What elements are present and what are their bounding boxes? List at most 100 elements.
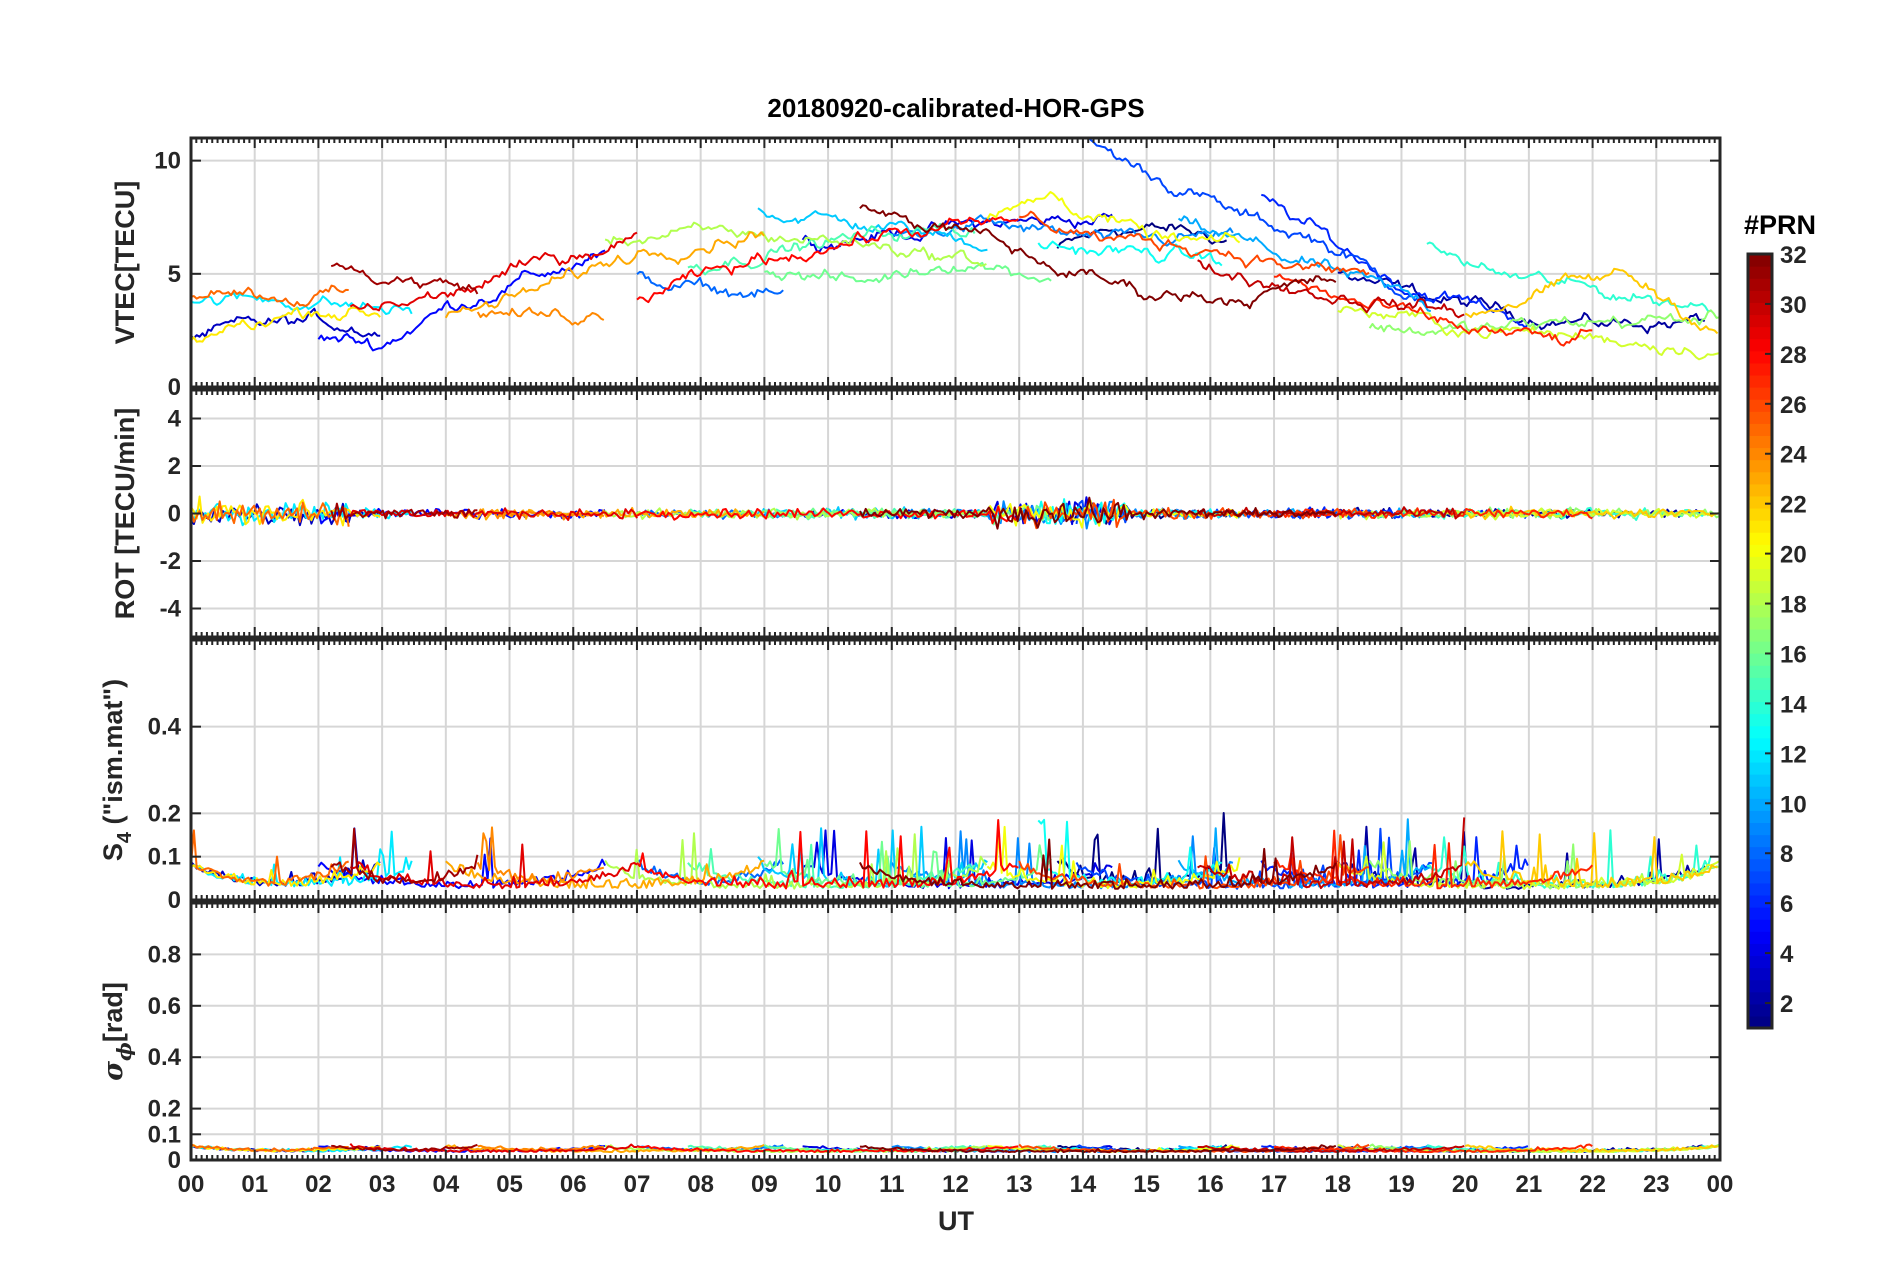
colorbar-segment	[1748, 556, 1772, 570]
series-line-prn-27	[1273, 273, 1593, 347]
panel-rot: -4 -2 0 2 4 ROT [TECU/min]	[110, 388, 1722, 639]
series-line-prn-21	[191, 306, 381, 343]
colorbar-segment	[1748, 266, 1772, 279]
colorbar-segment	[1748, 326, 1772, 340]
colorbar-segment	[1748, 967, 1772, 981]
colorbar-segment	[1748, 955, 1772, 969]
x-tick-label: 04	[432, 1171, 459, 1198]
colorbar-tick-label: 6	[1780, 891, 1793, 918]
x-tick-label: 07	[624, 1171, 651, 1198]
colorbar-segment	[1748, 943, 1772, 957]
series-line-prn-22	[1464, 267, 1719, 335]
series-line-prn-23	[444, 231, 765, 319]
colorbar-segment	[1748, 882, 1772, 896]
colorbar-segment	[1748, 822, 1772, 836]
series-line-prn-16	[764, 261, 1052, 284]
series-line-prn-26	[1019, 210, 1370, 276]
x-tick-label: 15	[1133, 1171, 1160, 1198]
traces-vtec	[191, 138, 1720, 361]
y-tick-label: -2	[160, 548, 181, 575]
series-line-prn-17	[1368, 309, 1720, 336]
traces-s4	[191, 812, 1720, 890]
y-axis-label-sigma: σϕ[rad]	[98, 982, 136, 1081]
colorbar-segment	[1748, 411, 1772, 424]
y-tick-label: 0	[168, 501, 181, 528]
colorbar-segment	[1748, 677, 1772, 690]
colorbar-segment	[1748, 665, 1772, 678]
series-line-prn-5	[317, 249, 606, 352]
colorbar-segment	[1748, 725, 1772, 739]
x-tick-label: 09	[751, 1171, 778, 1198]
x-tick-label: 00	[178, 1171, 205, 1198]
colorbar-segment	[1748, 387, 1772, 400]
colorbar-tick-label: 32	[1780, 242, 1807, 269]
y-tick-label: 4	[168, 406, 182, 433]
colorbar-segment	[1748, 544, 1772, 557]
series-line-prn-6	[1261, 193, 1529, 329]
series-line-prn-31	[330, 262, 479, 295]
colorbar-tick-label: 12	[1780, 741, 1807, 768]
colorbar-tick-label: 10	[1780, 791, 1807, 818]
y-tick-label: 2	[168, 453, 181, 480]
series-line-prn-31	[330, 827, 479, 884]
colorbar-segment	[1748, 641, 1772, 654]
x-tick-label: 18	[1324, 1171, 1351, 1198]
series-line-prn-28	[636, 505, 1020, 525]
colorbar-tick-label: 30	[1780, 292, 1807, 319]
colorbar-segment	[1748, 1003, 1772, 1017]
x-tick-label: 22	[1579, 1171, 1606, 1198]
series-line-prn-31	[330, 502, 478, 521]
colorbar-segment	[1748, 447, 1772, 461]
y-tick-label: 0.1	[148, 1121, 181, 1148]
y-tick-label: 0	[168, 1147, 181, 1174]
series-line-prn-19	[1337, 305, 1720, 361]
colorbar-tick-label: 4	[1780, 941, 1794, 968]
colorbar-segment	[1748, 520, 1772, 533]
x-tick-label: 00	[1707, 1171, 1734, 1198]
panel-vtec: 0 5 10 VTEC[TECU]	[110, 136, 1722, 401]
series-line-prn-22	[1465, 505, 1718, 521]
x-tick-label: 03	[369, 1171, 396, 1198]
y-tick-label: 0	[168, 887, 181, 914]
y-tick-label: 0.8	[148, 941, 181, 968]
series-line-prn-29	[349, 843, 638, 890]
series-line-prn-27	[1273, 829, 1594, 890]
x-axis-label: UT	[938, 1206, 974, 1236]
y-axis-label-rot: ROT [TECU/min]	[110, 408, 140, 619]
y-axis-label-s4: S4 ("ism.mat")	[98, 679, 136, 861]
y-axis-label-vtec: VTEC[TECU]	[110, 181, 140, 345]
series-line-prn-13	[1037, 240, 1223, 267]
chart-title: 20180920-calibrated-HOR-GPS	[767, 93, 1144, 123]
panel-sigma: 00.10.2 0.4 0.6 0.8 σϕ[rad] 00 01 02 03 04 05 06 07 0…	[98, 901, 1734, 1198]
colorbar-segment	[1748, 761, 1772, 775]
colorbar-segment	[1748, 737, 1772, 751]
colorbar-tick-label: 22	[1780, 492, 1807, 519]
colorbar-segment	[1748, 1015, 1772, 1029]
series-line-prn-15	[687, 843, 976, 890]
y-tick-label: -4	[160, 596, 182, 623]
colorbar-segment	[1748, 749, 1772, 763]
series-line-prn-27	[1273, 507, 1593, 520]
x-tick-label: 02	[305, 1171, 332, 1198]
y-tick-label: 0.4	[148, 714, 182, 741]
colorbar-tick-label: 14	[1780, 691, 1807, 718]
colorbar-tick-label: 18	[1780, 592, 1807, 619]
colorbar-label: #PRN	[1744, 210, 1816, 240]
colorbar-segment	[1748, 471, 1772, 485]
series-line-prn-30	[1197, 259, 1465, 319]
colorbar-segment	[1748, 991, 1772, 1005]
y-tick-label: 5	[168, 261, 181, 288]
x-tick-label: 06	[560, 1171, 587, 1198]
x-tick-label: 19	[1388, 1171, 1415, 1198]
series-line-prn-3	[191, 307, 381, 339]
x-tick-label: 08	[687, 1171, 714, 1198]
colorbar-segment	[1748, 834, 1772, 848]
series-line-prn-30	[1197, 1144, 1465, 1153]
series-line-prn-32	[859, 838, 1337, 890]
x-tick-label: 01	[241, 1171, 268, 1198]
x-tick-label: 16	[1197, 1171, 1224, 1198]
traces-rot	[191, 495, 1720, 530]
colorbar-segment	[1748, 350, 1772, 364]
colorbar-segment	[1748, 701, 1772, 715]
